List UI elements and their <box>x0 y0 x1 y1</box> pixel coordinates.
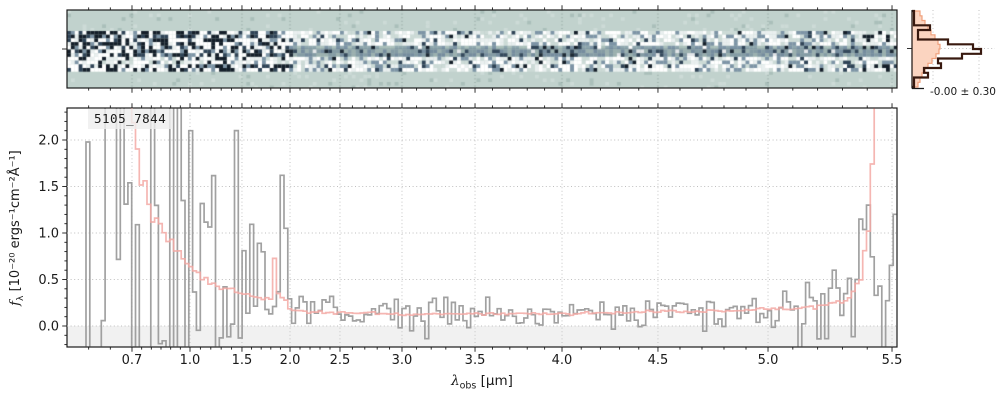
y-tick-label: 2.0 <box>38 134 59 149</box>
x-tick-label: 1.0 <box>180 353 201 368</box>
x-tick-label: 5.0 <box>758 353 779 368</box>
y-units: [10⁻²⁰ ergs⁻¹cm⁻²Å⁻¹] <box>8 150 24 292</box>
x-tick-label: 3.5 <box>465 353 486 368</box>
x-symbol: λ <box>451 373 460 389</box>
spec2d-image <box>67 10 897 88</box>
hist-stat-label: -0.00 ± 0.30 <box>923 85 998 100</box>
x-tick-labels: 0.7 1.0 1.5 2.0 2.5 3.0 3.5 4.0 4.5 5.0 5.5 <box>122 353 903 368</box>
x-tick-label: 2.5 <box>330 353 351 368</box>
x-tick-label: 5.5 <box>882 353 903 368</box>
y-tick-labels: 0.0 0.5 1.0 1.5 2.0 <box>38 134 59 335</box>
x-tick-label: 4.0 <box>552 353 573 368</box>
hist-model-series <box>911 10 941 88</box>
x-tick-label: 3.0 <box>392 353 413 368</box>
y-symbol-sub: λ <box>15 295 26 301</box>
x-axis-label: λobs [μm] <box>451 373 513 392</box>
x-symbol-sub: obs <box>459 380 477 392</box>
y-symbol: f <box>8 300 24 306</box>
y-tick-label: 0.0 <box>38 320 59 335</box>
x-tick-label: 0.7 <box>122 353 143 368</box>
x-tick-label: 4.5 <box>648 353 669 368</box>
y-axis-label: fλ [10⁻²⁰ ergs⁻¹cm⁻²Å⁻¹] <box>8 150 26 306</box>
x-units: [μm] <box>480 373 513 389</box>
hist-axes <box>907 9 995 90</box>
main-gridlines <box>67 108 897 347</box>
x-tick-label: 1.5 <box>232 353 253 368</box>
main-axes <box>66 107 898 348</box>
x-tick-label: 2.0 <box>280 353 301 368</box>
y-tick-label: 1.5 <box>38 180 59 195</box>
spec2d-axes <box>62 9 898 89</box>
main-ticks <box>62 5 893 352</box>
y-tick-label: 1.0 <box>38 227 59 242</box>
y-tick-label: 0.5 <box>38 273 59 288</box>
err-series <box>130 108 876 317</box>
series-layer <box>85 108 897 347</box>
source-id-label: 5105_7844 <box>88 109 173 129</box>
hist-dark-series <box>912 9 983 89</box>
